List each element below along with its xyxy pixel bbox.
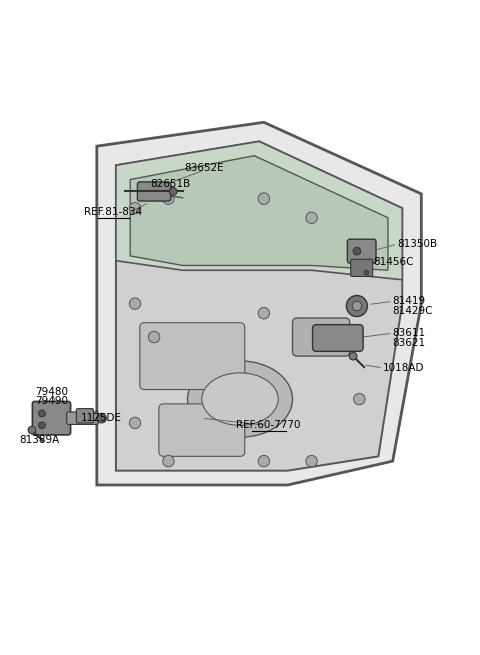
Circle shape <box>38 422 45 428</box>
FancyBboxPatch shape <box>312 325 363 351</box>
Circle shape <box>258 307 270 319</box>
Text: REF.60-7770: REF.60-7770 <box>236 421 301 430</box>
Circle shape <box>38 410 45 417</box>
Circle shape <box>353 248 361 255</box>
Text: 83652E: 83652E <box>184 162 224 173</box>
FancyBboxPatch shape <box>137 182 171 201</box>
PathPatch shape <box>116 141 402 471</box>
FancyBboxPatch shape <box>33 402 71 435</box>
Ellipse shape <box>202 373 278 425</box>
PathPatch shape <box>130 156 388 271</box>
Circle shape <box>354 298 365 309</box>
Circle shape <box>163 455 174 467</box>
FancyBboxPatch shape <box>76 409 94 423</box>
Text: 1018AD: 1018AD <box>383 363 425 373</box>
Circle shape <box>129 298 141 309</box>
FancyBboxPatch shape <box>67 412 98 424</box>
Text: 83611: 83611 <box>393 328 426 338</box>
Circle shape <box>258 193 270 204</box>
Ellipse shape <box>188 361 292 438</box>
Circle shape <box>347 295 367 316</box>
Circle shape <box>148 331 160 343</box>
Text: 81389A: 81389A <box>20 435 60 445</box>
Circle shape <box>364 271 369 275</box>
FancyBboxPatch shape <box>351 259 372 276</box>
Circle shape <box>129 202 141 214</box>
Circle shape <box>258 455 270 467</box>
FancyBboxPatch shape <box>292 318 350 356</box>
Text: 81429C: 81429C <box>393 306 433 316</box>
Text: 82651B: 82651B <box>151 179 191 189</box>
Circle shape <box>28 426 36 434</box>
Text: 79480: 79480 <box>35 387 68 397</box>
Circle shape <box>169 188 177 195</box>
FancyBboxPatch shape <box>140 323 245 390</box>
Circle shape <box>352 301 362 310</box>
Text: 1125DE: 1125DE <box>81 413 122 423</box>
Text: 81456C: 81456C <box>373 257 414 267</box>
Circle shape <box>306 455 317 467</box>
Circle shape <box>354 394 365 405</box>
Text: REF.81-834: REF.81-834 <box>84 207 143 217</box>
Circle shape <box>306 212 317 223</box>
Circle shape <box>163 193 174 204</box>
Text: 81350B: 81350B <box>397 239 438 249</box>
Circle shape <box>349 352 357 360</box>
Text: 83621: 83621 <box>393 338 426 348</box>
Text: 79490: 79490 <box>35 396 68 405</box>
Circle shape <box>97 413 107 423</box>
Circle shape <box>129 417 141 428</box>
Text: 81419: 81419 <box>393 296 426 307</box>
FancyBboxPatch shape <box>159 404 245 457</box>
PathPatch shape <box>116 141 402 280</box>
FancyBboxPatch shape <box>348 239 376 263</box>
PathPatch shape <box>97 122 421 485</box>
